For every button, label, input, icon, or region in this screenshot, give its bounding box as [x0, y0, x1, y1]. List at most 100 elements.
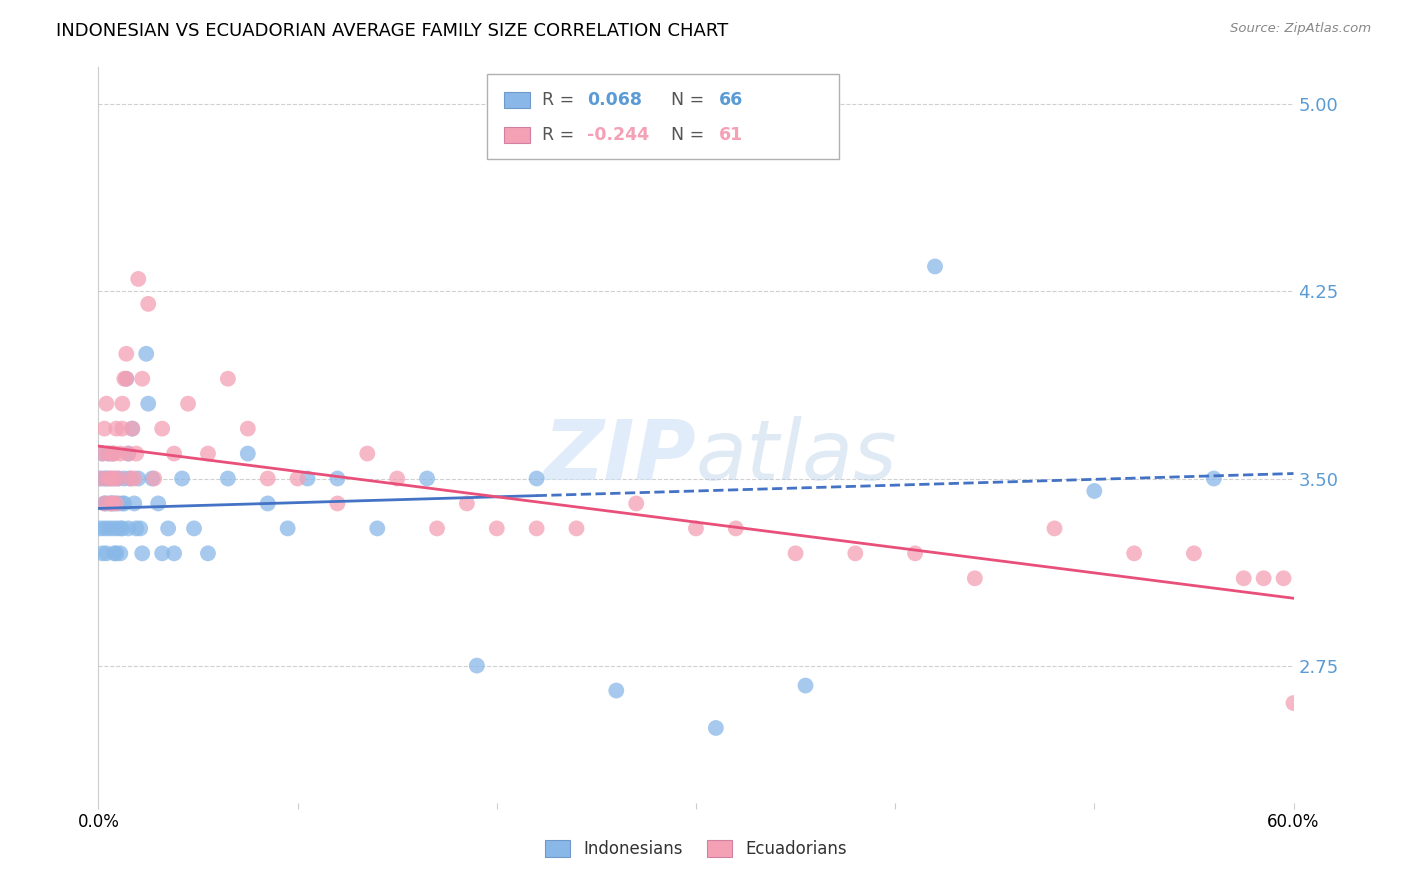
Point	[217, 471, 239, 485]
Point	[103, 471, 125, 485]
Point	[115, 372, 138, 386]
Text: R =: R =	[541, 126, 579, 145]
Point	[127, 471, 149, 485]
Point	[1272, 571, 1295, 585]
Point	[112, 372, 135, 386]
Point	[101, 446, 124, 460]
Point	[103, 496, 125, 510]
Point	[107, 471, 129, 485]
Point	[366, 521, 388, 535]
Point	[93, 521, 115, 535]
Text: 61: 61	[718, 126, 742, 145]
Point	[103, 471, 125, 485]
Point	[117, 521, 139, 535]
Point	[456, 496, 478, 510]
Point	[163, 546, 186, 560]
Text: N =: N =	[671, 126, 710, 145]
Point	[105, 496, 128, 510]
Point	[565, 521, 588, 535]
Point	[93, 496, 115, 510]
Text: N =: N =	[671, 91, 710, 109]
Point	[93, 471, 115, 485]
Point	[117, 446, 139, 460]
Point	[105, 546, 128, 560]
Point	[904, 546, 927, 560]
Point	[121, 422, 143, 436]
Point	[91, 446, 114, 460]
Point	[89, 471, 111, 485]
Point	[385, 471, 409, 485]
Point	[217, 372, 239, 386]
Point	[110, 521, 132, 535]
Point	[131, 372, 153, 386]
Point	[124, 496, 146, 510]
Point	[256, 496, 278, 510]
Point	[794, 679, 817, 693]
Point	[685, 521, 707, 535]
Point	[844, 546, 866, 560]
Point	[236, 446, 259, 460]
Point	[98, 471, 122, 485]
Point	[125, 446, 148, 460]
Point	[93, 422, 115, 436]
Point	[136, 297, 159, 311]
Point	[103, 546, 125, 560]
Point	[96, 397, 118, 411]
Text: ZIP: ZIP	[543, 417, 696, 498]
Point	[107, 471, 129, 485]
Point	[143, 471, 166, 485]
Point	[117, 446, 139, 460]
Point	[526, 521, 548, 535]
Point	[127, 272, 149, 286]
Point	[605, 683, 627, 698]
Point	[136, 397, 159, 411]
Point	[125, 521, 148, 535]
Point	[277, 521, 299, 535]
Point	[326, 496, 349, 510]
Point	[526, 471, 548, 485]
Point	[110, 446, 132, 460]
Point	[98, 496, 122, 510]
Point	[111, 422, 134, 436]
Point	[1253, 571, 1275, 585]
Point	[785, 546, 807, 560]
Point	[129, 521, 152, 535]
Point	[111, 496, 134, 510]
Point	[1123, 546, 1146, 560]
Legend: Indonesians, Ecuadorians: Indonesians, Ecuadorians	[538, 833, 853, 864]
Point	[963, 571, 986, 585]
Point	[105, 422, 128, 436]
Point	[112, 471, 135, 485]
Point	[101, 521, 124, 535]
Point	[197, 546, 219, 560]
Text: -0.244: -0.244	[588, 126, 650, 145]
Point	[120, 471, 142, 485]
Point	[97, 521, 120, 535]
Point	[93, 496, 115, 510]
Point	[131, 546, 153, 560]
Point	[1202, 471, 1225, 485]
Point	[148, 496, 170, 510]
Point	[97, 446, 120, 460]
Point	[91, 446, 114, 460]
Point	[1083, 483, 1105, 498]
Point	[172, 471, 194, 485]
Text: R =: R =	[541, 91, 579, 109]
Point	[124, 471, 146, 485]
FancyBboxPatch shape	[503, 92, 530, 108]
Point	[97, 471, 120, 485]
Point	[135, 347, 157, 361]
Point	[626, 496, 648, 510]
Point	[98, 496, 122, 510]
Point	[101, 496, 124, 510]
Point	[111, 397, 134, 411]
Text: 66: 66	[718, 91, 742, 109]
Point	[97, 446, 120, 460]
Point	[163, 446, 186, 460]
Point	[150, 546, 173, 560]
Point	[112, 496, 135, 510]
Point	[297, 471, 319, 485]
Point	[177, 397, 200, 411]
Point	[1182, 546, 1205, 560]
Point	[426, 521, 449, 535]
